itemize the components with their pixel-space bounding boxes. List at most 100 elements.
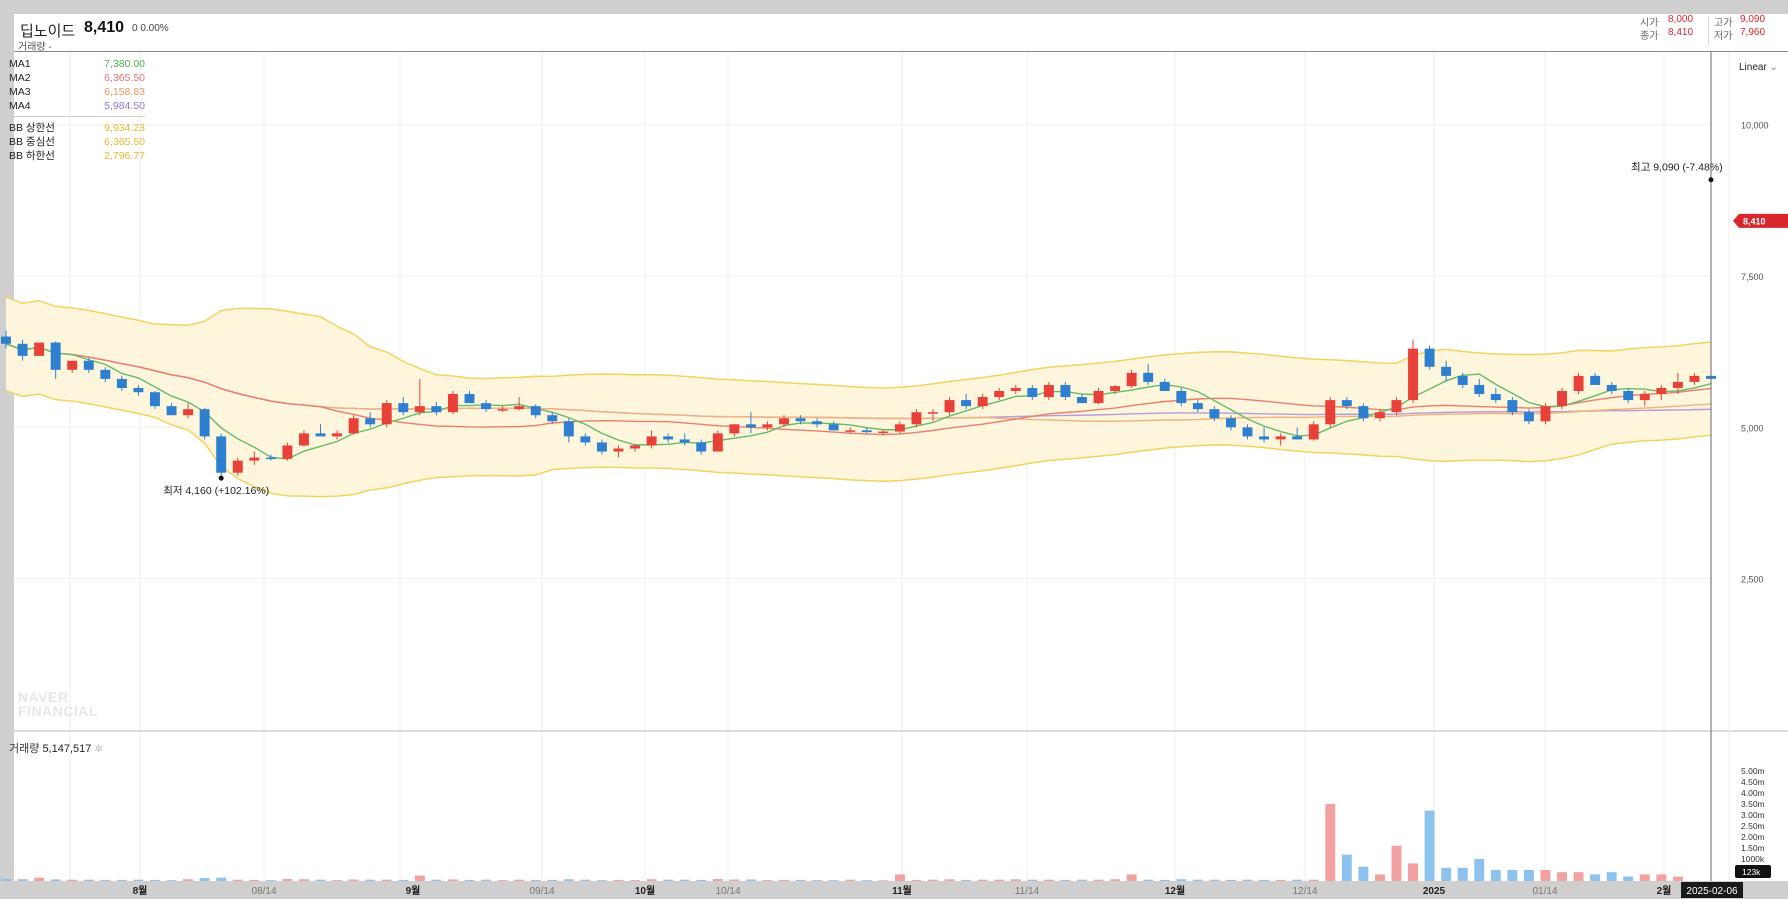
volume-bar — [166, 880, 177, 881]
volume-bar — [613, 879, 624, 881]
candle-body — [1060, 384, 1071, 398]
volume-bar — [67, 879, 78, 881]
volume-bar — [1159, 879, 1170, 881]
candle-body — [596, 442, 607, 452]
candle-body — [547, 415, 558, 422]
candle-body — [1557, 391, 1567, 407]
legend-ma1: MA1 7,380.00 — [9, 58, 145, 70]
volume-bar — [547, 879, 558, 881]
volume-bar — [1192, 879, 1203, 881]
candle-body — [745, 424, 756, 428]
candle-body — [100, 369, 111, 379]
volume-bar — [994, 879, 1005, 881]
candle-body — [563, 421, 574, 437]
candle-body — [398, 403, 409, 413]
volume-bar — [762, 880, 773, 881]
candle-body — [1639, 394, 1650, 401]
volume-bar — [365, 879, 376, 881]
volume-bar — [1573, 872, 1584, 881]
candle-body — [1077, 397, 1087, 404]
volume-bar — [447, 879, 458, 881]
volume-bar — [845, 879, 856, 881]
candle-body — [911, 412, 922, 425]
volume-bar — [1457, 867, 1468, 881]
candle-body — [414, 406, 425, 413]
x-tick-label: 08/14 — [251, 886, 276, 897]
candle-body — [514, 406, 525, 410]
volume-bar — [83, 879, 94, 881]
candle-body — [1672, 381, 1683, 388]
candle-body — [861, 430, 872, 433]
volume-bar — [315, 879, 326, 881]
volume-bar — [1408, 863, 1419, 881]
candle-body — [762, 424, 773, 428]
candle-body — [646, 436, 657, 446]
crosshair-date-tag — [1681, 882, 1743, 898]
x-tick-label: 11월 — [892, 885, 912, 897]
candle-body — [348, 418, 359, 434]
x-axis-band — [0, 881, 1788, 899]
current-price-tag — [1733, 213, 1788, 228]
candle-body — [431, 406, 442, 413]
volume-bar — [183, 879, 194, 881]
volume-bar — [381, 879, 392, 881]
candle-body — [944, 400, 955, 413]
volume-bar — [729, 879, 740, 881]
candle-body — [928, 412, 938, 414]
scale-mode-dropdown[interactable]: Linear ⌄ — [1739, 62, 1778, 73]
x-tick-label: 09/14 — [529, 886, 554, 897]
candle-body — [696, 442, 707, 452]
candle-body — [1523, 412, 1534, 422]
candle-body — [183, 409, 194, 416]
stock-name: 딥노이드 — [20, 23, 76, 40]
volume-tick-label: 1000k — [1741, 854, 1765, 864]
candle-body — [530, 406, 541, 416]
volume-bar — [1126, 874, 1137, 881]
x-tick-label: 01/14 — [1532, 886, 1557, 897]
candle-body — [1540, 406, 1551, 422]
volume-bar — [928, 879, 938, 881]
volume-bar — [894, 874, 905, 881]
volume-bar — [812, 880, 823, 881]
x-tick-label: 10월 — [635, 885, 655, 897]
volume-bar — [530, 879, 541, 881]
stock-header: 딥노이드 8,410 0 0.00% 거래량 - 시가 8,000 고가 9,0… — [14, 14, 1788, 53]
volume-tick-label: 4.00m — [1741, 788, 1765, 798]
candle-body — [679, 439, 690, 443]
candle-body — [663, 436, 674, 440]
candle-body — [1424, 348, 1435, 367]
candle-body — [729, 424, 740, 434]
candle-body — [1292, 436, 1303, 440]
candle-body — [630, 445, 640, 449]
volume-bar — [580, 879, 591, 881]
candle-body — [1623, 391, 1634, 401]
candle-body — [1043, 384, 1054, 398]
volume-bar — [1441, 867, 1452, 881]
volume-bar — [133, 879, 144, 881]
volume-tag — [1735, 865, 1771, 878]
volume-bar — [216, 877, 227, 881]
price-tick-label: 10,000 — [1741, 121, 1769, 131]
volume-bar — [1606, 872, 1617, 881]
settings-icon[interactable]: ✲ — [94, 744, 103, 755]
volume-bar — [1308, 879, 1319, 881]
chevron-down-icon: ⌄ — [1769, 62, 1778, 73]
crosshair-date-label: 2025-02-06 — [1686, 886, 1738, 897]
volume-bar — [779, 879, 789, 881]
candle-body — [1159, 381, 1170, 391]
price-tick-label: 7,500 — [1741, 272, 1764, 282]
current-price-tag-label: 8,410 — [1743, 216, 1766, 226]
volume-bar — [1325, 804, 1336, 881]
volume-bar — [481, 879, 492, 881]
volume-bar — [298, 879, 309, 881]
volume-bar — [1225, 879, 1236, 881]
candle-body — [17, 343, 28, 356]
volume-bar — [745, 879, 756, 881]
candle-body — [1209, 409, 1220, 419]
volume-bar — [116, 879, 127, 881]
candle-body — [1689, 375, 1700, 382]
volume-bar — [1623, 876, 1634, 881]
legend-bb-lower: BB 하한선 2,796.77 — [9, 150, 145, 162]
indicator-legend: MA1 7,380.00 MA2 6,365.50 MA3 6,158.83 MA4 5… — [9, 57, 145, 163]
